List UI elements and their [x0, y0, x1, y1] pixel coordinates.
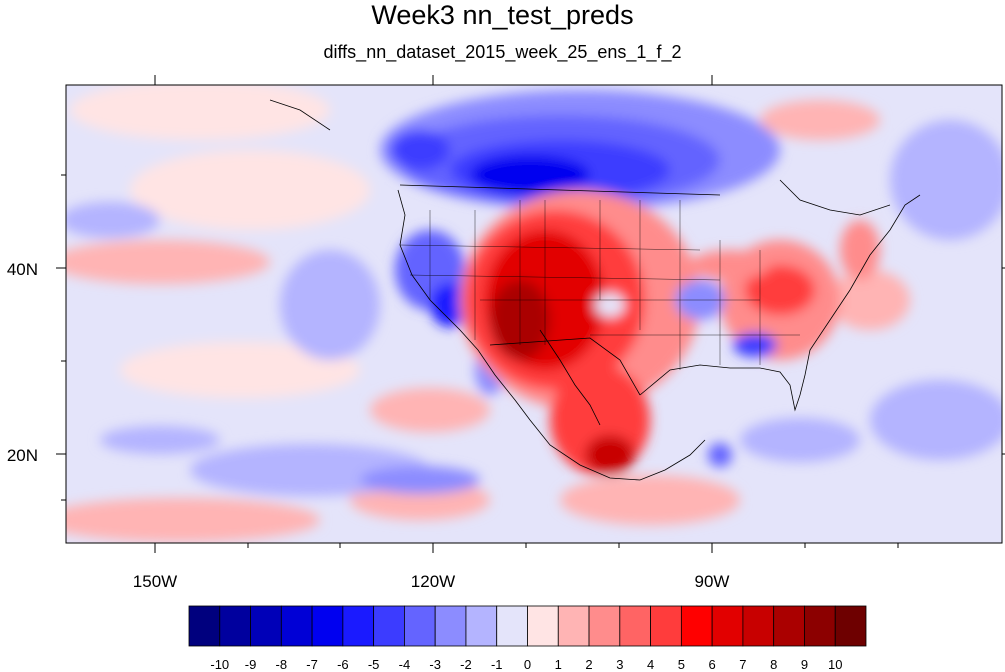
colorbar-label: -8 [276, 657, 288, 672]
colorbar-label: -9 [245, 657, 257, 672]
colorbar-label: 8 [770, 657, 777, 672]
colorbar-label: 2 [585, 657, 592, 672]
colorbar-swatch [588, 605, 621, 647]
colorbar-label: -5 [368, 657, 380, 672]
map-subtitle: diffs_nn_dataset_2015_week_25_ens_1_f_2 [323, 42, 682, 62]
colorbar-swatch [711, 605, 744, 647]
colorbar-label: 3 [616, 657, 623, 672]
colorbar-swatch [619, 605, 651, 647]
colorbar-label: -3 [429, 657, 441, 672]
colorbar-label: 1 [555, 657, 562, 672]
colorbar-label: 10 [828, 657, 842, 672]
colorbar-label: 0 [524, 657, 531, 672]
colorbar-swatch [311, 605, 344, 647]
lon-label-90w: 90W [695, 572, 730, 591]
lon-label-150w: 150W [133, 572, 177, 591]
colorbar-swatch [557, 605, 590, 647]
colorbar-label: 9 [801, 657, 808, 672]
anomaly-field [66, 85, 1002, 543]
colorbar-swatch [834, 605, 867, 647]
colorbar-swatch [188, 605, 221, 647]
colorbar-swatch [527, 605, 559, 647]
colorbar-swatch [742, 605, 775, 647]
colorbar-label: -7 [306, 657, 318, 672]
lon-label-120w: 120W [411, 572, 455, 591]
colorbar-label: 5 [678, 657, 685, 672]
axis-ticks [56, 75, 1005, 553]
colorbar-swatch [773, 605, 805, 647]
colorbar-label: -10 [210, 657, 229, 672]
colorbar-swatch [465, 605, 498, 647]
colorbar-label: -4 [399, 657, 411, 672]
colorbar-label: -6 [337, 657, 349, 672]
map-title: Week3 nn_test_preds [371, 0, 634, 30]
colorbar-swatch [650, 605, 682, 647]
colorbar-label: -1 [491, 657, 503, 672]
colorbar-swatch [434, 605, 467, 647]
colorbar-label: 4 [647, 657, 654, 672]
colorbar-swatch [373, 605, 405, 647]
lat-label-40n: 40N [7, 260, 38, 279]
colorbar-label: 7 [739, 657, 746, 672]
colorbar: -10 -9 -8 -7 -6 -5 -4 -3 -2 -1 0 1 2 3 4 5 6 7 8 9 10 [188, 605, 867, 672]
colorbar-label: 6 [709, 657, 716, 672]
colorbar-swatch [280, 605, 313, 647]
lat-label-20n: 20N [7, 446, 38, 465]
colorbar-label: -2 [460, 657, 472, 672]
colorbar-swatch [342, 605, 375, 647]
